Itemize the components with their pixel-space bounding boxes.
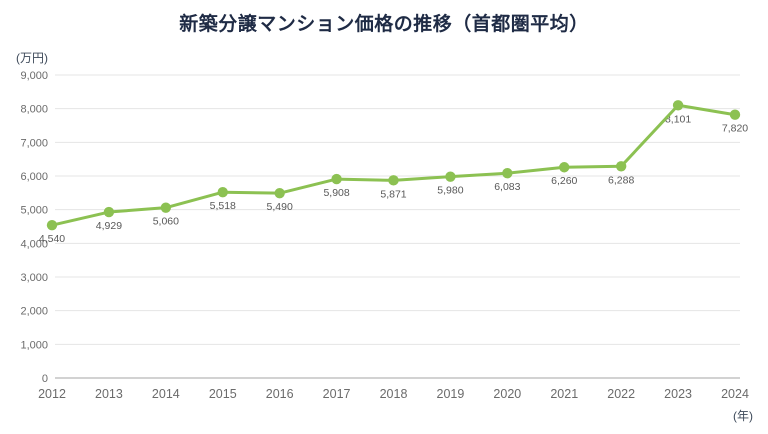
data-label: 5,518: [210, 200, 236, 212]
data-label: 7,820: [722, 123, 748, 135]
y-tick-label: 0: [42, 373, 48, 385]
data-label: 5,908: [323, 187, 349, 199]
x-tick-label: 2024: [721, 387, 749, 401]
data-label: 6,260: [551, 175, 577, 187]
y-tick-label: 3,000: [20, 272, 48, 284]
data-point: [46, 219, 58, 231]
y-tick-label: 7,000: [20, 137, 48, 149]
data-label: 5,060: [153, 216, 179, 228]
y-tick-label: 6,000: [20, 171, 48, 183]
data-label: 6,083: [494, 181, 520, 193]
data-point: [729, 109, 741, 120]
data-label: 5,980: [437, 185, 463, 197]
x-tick-label: 2012: [38, 387, 66, 401]
x-tick-label: 2017: [323, 387, 351, 401]
x-tick-label: 2021: [550, 387, 578, 401]
x-tick-label: 2020: [493, 387, 521, 401]
data-point: [274, 187, 285, 199]
data-point: [502, 168, 513, 179]
chart-title: 新築分譲マンション価格の推移（首都圏平均）: [179, 14, 589, 35]
data-label: 5,871: [380, 188, 406, 200]
x-tick-label: 2016: [266, 387, 294, 401]
x-tick-label: 2022: [607, 387, 635, 401]
x-tick-label: 2019: [437, 387, 465, 401]
data-label: 8,101: [665, 113, 691, 125]
y-tick-label: 9,000: [20, 70, 48, 82]
data-label: 5,490: [267, 201, 293, 213]
x-tick-label: 2014: [152, 387, 180, 401]
data-point: [559, 162, 570, 173]
data-point: [331, 173, 342, 185]
y-tick-label: 2,000: [20, 306, 48, 318]
price-line: [50, 103, 737, 227]
x-tick-label: 2013: [95, 387, 123, 401]
y-tick-label: 8,000: [20, 104, 48, 116]
data-label: 4,540: [39, 233, 65, 245]
data-point: [615, 161, 627, 172]
y-tick-label: 4,000: [20, 238, 48, 250]
data-point: [103, 206, 115, 218]
x-tick-label: 2023: [664, 387, 692, 401]
x-tick-label: 2015: [209, 387, 237, 401]
x-tick-label: 2018: [380, 387, 408, 401]
data-label: 4,929: [96, 220, 122, 232]
y-axis-unit-label: (万円): [16, 51, 48, 65]
data-point: [388, 175, 399, 186]
y-tick-label: 1,000: [20, 339, 48, 351]
data-point: [672, 100, 684, 111]
y-tick-label: 5,000: [20, 205, 48, 217]
data-point: [160, 202, 172, 213]
data-label: 6,288: [608, 174, 634, 186]
data-point: [445, 171, 456, 182]
data-point: [217, 187, 228, 198]
x-axis-unit-label: (年): [733, 409, 753, 423]
